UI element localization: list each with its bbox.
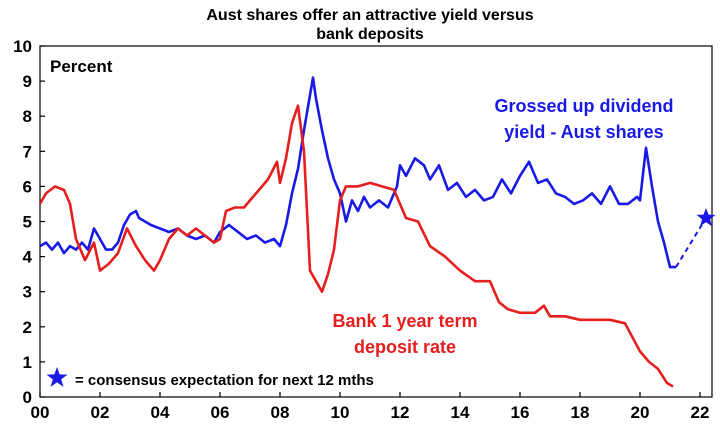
dividend-yield-line — [39, 76, 676, 269]
dividend-label-line-1: Grossed up dividend — [494, 96, 673, 116]
x-tick-label: 12 — [391, 403, 410, 422]
y-tick-label: 2 — [23, 318, 32, 337]
deposit-label-line-1: Bank 1 year term — [332, 311, 477, 331]
chart-title: Aust shares offer an attractive yield ve… — [206, 7, 533, 43]
legend-annotation: = consensus expectation for next 12 mths — [46, 367, 374, 389]
y-tick-label: 8 — [23, 107, 32, 126]
x-tick-label: 14 — [451, 403, 470, 422]
y-tick-label: 3 — [23, 283, 32, 302]
term-deposit-line — [38, 104, 674, 388]
y-tick-label: 0 — [23, 388, 32, 407]
x-tick-label: 18 — [571, 403, 590, 422]
x-tick-label: 10 — [331, 403, 350, 422]
dividend-label-line-2: yield - Aust shares — [504, 122, 663, 142]
y-tick-label: 4 — [23, 248, 33, 267]
y-tick-label: 1 — [23, 353, 32, 372]
x-axis: 00 02 04 06 08 10 12 14 16 18 20 22 — [31, 392, 710, 422]
x-tick-label: 08 — [271, 403, 290, 422]
y-tick-label: 5 — [23, 213, 32, 232]
y-tick-label: 7 — [23, 142, 32, 161]
series-lines — [38, 76, 716, 388]
y-tick-label: 10 — [13, 37, 32, 56]
chart-title-line-2: bank deposits — [316, 26, 424, 43]
deposit-label-line-2: deposit rate — [354, 337, 456, 357]
x-tick-label: 16 — [511, 403, 530, 422]
x-tick-label: 06 — [211, 403, 230, 422]
forecast-star-icon — [696, 208, 716, 227]
x-tick-label: 02 — [91, 403, 110, 422]
x-tick-label: 04 — [151, 403, 170, 422]
x-tick-label: 20 — [631, 403, 650, 422]
x-tick-label: 00 — [31, 403, 50, 422]
chart-title-line-1: Aust shares offer an attractive yield ve… — [206, 7, 533, 24]
y-axis: 0 1 2 3 4 5 6 7 8 9 10 — [13, 37, 45, 407]
y-tick-label: 9 — [23, 72, 32, 91]
deposit-series-label: Bank 1 year term deposit rate — [332, 311, 477, 357]
x-tick-label: 22 — [691, 403, 710, 422]
forecast-dashed-line — [675, 217, 707, 268]
dividend-series-label: Grossed up dividend yield - Aust shares — [494, 96, 673, 142]
legend-annotation-text: = consensus expectation for next 12 mths — [75, 372, 374, 389]
y-axis-unit-label: Percent — [50, 57, 113, 76]
legend-star-icon — [46, 367, 68, 387]
y-tick-label: 6 — [23, 177, 32, 196]
